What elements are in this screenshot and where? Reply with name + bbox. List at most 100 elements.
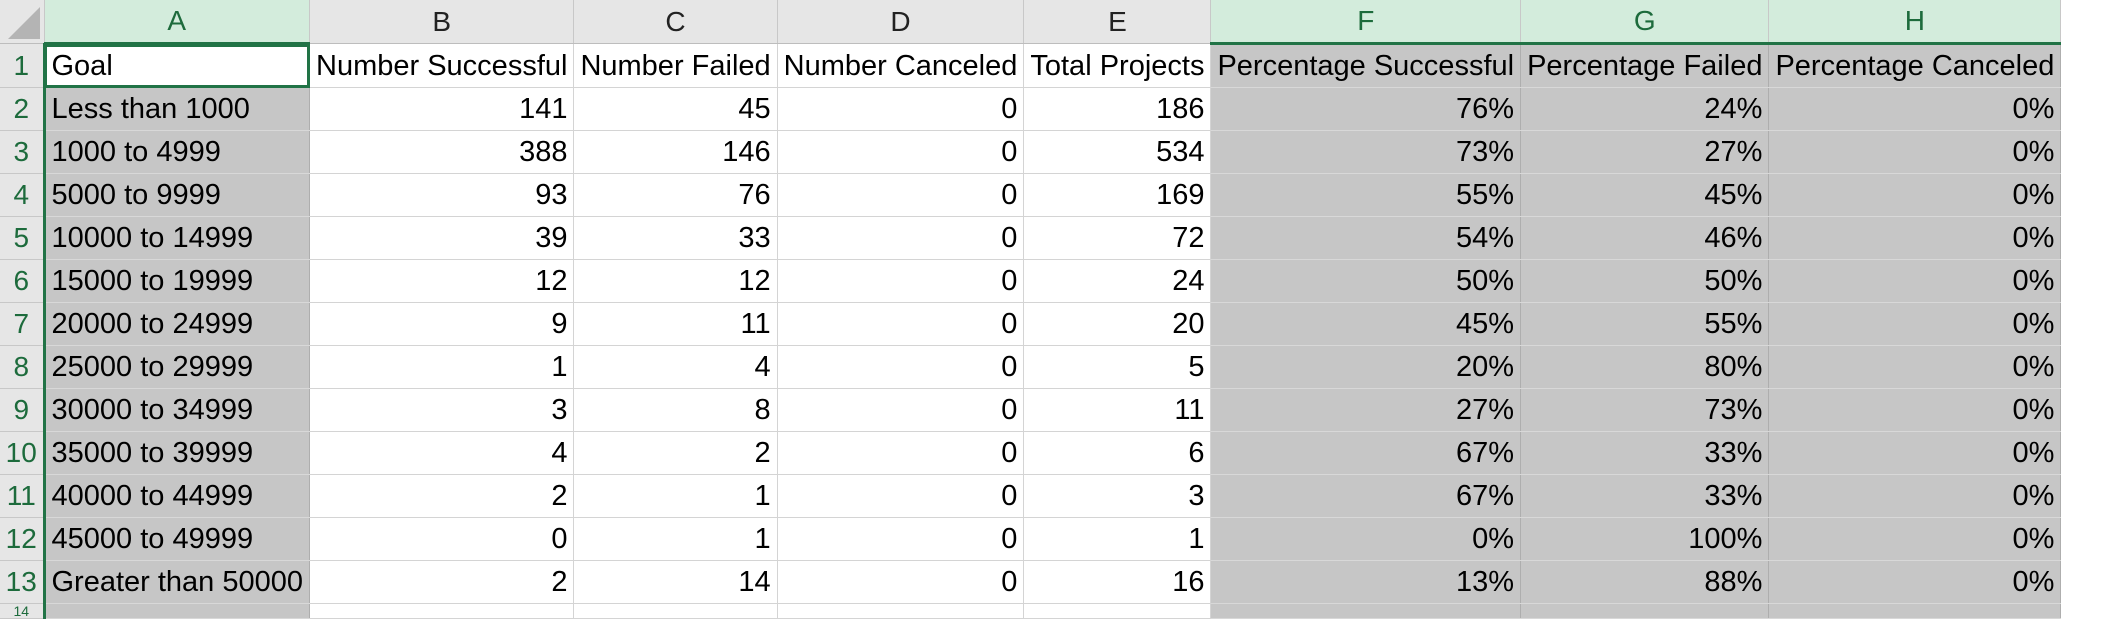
cell-goal[interactable]: Greater than 50000 [44, 560, 311, 604]
cell-number-successful[interactable]: 12 [309, 259, 575, 303]
cell-number-successful[interactable]: 9 [309, 302, 575, 346]
cell-goal[interactable]: Less than 1000 [44, 87, 311, 131]
row-header[interactable]: 12 [0, 517, 46, 561]
empty-cell[interactable] [1768, 603, 2062, 619]
cell-number-canceled[interactable]: 0 [777, 517, 1025, 561]
cell-total-projects[interactable]: 169 [1023, 173, 1212, 217]
row-header[interactable]: 14 [0, 603, 46, 619]
cell-percentage-failed[interactable]: 100% [1520, 517, 1770, 561]
cell-number-canceled-header[interactable]: Number Canceled [777, 43, 1025, 88]
cell-percentage-successful[interactable]: 45% [1210, 302, 1522, 346]
cell-percentage-failed[interactable]: 55% [1520, 302, 1770, 346]
cell-number-successful[interactable]: 3 [309, 388, 575, 432]
cell-percentage-canceled[interactable]: 0% [1768, 87, 2062, 131]
cell-percentage-failed[interactable]: 80% [1520, 345, 1770, 389]
row-header[interactable]: 8 [0, 345, 46, 389]
cell-number-failed[interactable]: 11 [573, 302, 778, 346]
empty-cell[interactable] [1520, 603, 1770, 619]
cell-goal-header[interactable]: Goal [44, 43, 311, 88]
cell-total-projects[interactable]: 186 [1023, 87, 1212, 131]
cell-percentage-canceled[interactable]: 0% [1768, 216, 2062, 260]
cell-percentage-failed[interactable]: 46% [1520, 216, 1770, 260]
cell-percentage-successful[interactable]: 67% [1210, 474, 1522, 518]
cell-total-projects[interactable]: 534 [1023, 130, 1212, 174]
empty-cell[interactable] [1210, 603, 1522, 619]
cell-total-projects-header[interactable]: Total Projects [1023, 43, 1212, 88]
row-header[interactable]: 2 [0, 87, 46, 131]
cell-percentage-successful[interactable]: 13% [1210, 560, 1522, 604]
cell-percentage-canceled[interactable]: 0% [1768, 560, 2062, 604]
column-header-d[interactable]: D [777, 0, 1025, 44]
cell-percentage-successful-header[interactable]: Percentage Successful [1210, 43, 1522, 88]
row-header[interactable]: 13 [0, 560, 46, 604]
cell-goal[interactable]: 5000 to 9999 [44, 173, 311, 217]
cell-percentage-failed-header[interactable]: Percentage Failed [1520, 43, 1770, 88]
cell-number-successful[interactable]: 1 [309, 345, 575, 389]
cell-percentage-failed[interactable]: 24% [1520, 87, 1770, 131]
cell-goal[interactable]: 20000 to 24999 [44, 302, 311, 346]
cell-number-successful[interactable]: 0 [309, 517, 575, 561]
cell-percentage-failed[interactable]: 45% [1520, 173, 1770, 217]
empty-cell[interactable] [309, 603, 575, 619]
row-header[interactable]: 3 [0, 130, 46, 174]
cell-number-failed[interactable]: 146 [573, 130, 778, 174]
cell-percentage-canceled[interactable]: 0% [1768, 302, 2062, 346]
cell-number-canceled[interactable]: 0 [777, 345, 1025, 389]
row-header[interactable]: 11 [0, 474, 46, 518]
cell-percentage-successful[interactable]: 27% [1210, 388, 1522, 432]
cell-number-canceled[interactable]: 0 [777, 216, 1025, 260]
cell-goal[interactable]: 25000 to 29999 [44, 345, 311, 389]
cell-number-failed-header[interactable]: Number Failed [573, 43, 778, 88]
column-header-c[interactable]: C [573, 0, 778, 44]
cell-percentage-failed[interactable]: 50% [1520, 259, 1770, 303]
cell-number-canceled[interactable]: 0 [777, 302, 1025, 346]
empty-cell[interactable] [777, 603, 1025, 619]
column-header-f[interactable]: F [1210, 0, 1522, 45]
cell-total-projects[interactable]: 1 [1023, 517, 1212, 561]
cell-number-failed[interactable]: 2 [573, 431, 778, 475]
row-header[interactable]: 7 [0, 302, 46, 346]
cell-number-canceled[interactable]: 0 [777, 259, 1025, 303]
cell-number-canceled[interactable]: 0 [777, 431, 1025, 475]
cell-percentage-failed[interactable]: 73% [1520, 388, 1770, 432]
select-all-button[interactable] [0, 0, 45, 44]
cell-goal[interactable]: 35000 to 39999 [44, 431, 311, 475]
row-header[interactable]: 9 [0, 388, 46, 432]
column-header-a[interactable]: A [44, 0, 311, 45]
cell-total-projects[interactable]: 5 [1023, 345, 1212, 389]
cell-percentage-successful[interactable]: 20% [1210, 345, 1522, 389]
cell-goal[interactable]: 40000 to 44999 [44, 474, 311, 518]
cell-percentage-canceled-header[interactable]: Percentage Canceled [1768, 43, 2062, 88]
row-header[interactable]: 10 [0, 431, 46, 475]
cell-number-failed[interactable]: 12 [573, 259, 778, 303]
cell-number-failed[interactable]: 33 [573, 216, 778, 260]
cell-total-projects[interactable]: 6 [1023, 431, 1212, 475]
cell-percentage-failed[interactable]: 33% [1520, 474, 1770, 518]
cell-percentage-canceled[interactable]: 0% [1768, 259, 2062, 303]
cell-percentage-canceled[interactable]: 0% [1768, 130, 2062, 174]
column-header-g[interactable]: G [1520, 0, 1770, 45]
empty-cell[interactable] [44, 603, 311, 619]
cell-number-failed[interactable]: 1 [573, 517, 778, 561]
cell-total-projects[interactable]: 16 [1023, 560, 1212, 604]
cell-percentage-canceled[interactable]: 0% [1768, 388, 2062, 432]
cell-percentage-successful[interactable]: 73% [1210, 130, 1522, 174]
cell-total-projects[interactable]: 24 [1023, 259, 1212, 303]
cell-total-projects[interactable]: 3 [1023, 474, 1212, 518]
cell-number-canceled[interactable]: 0 [777, 388, 1025, 432]
cell-percentage-canceled[interactable]: 0% [1768, 517, 2062, 561]
empty-cell[interactable] [1023, 603, 1212, 619]
row-header[interactable]: 6 [0, 259, 46, 303]
cell-number-successful[interactable]: 141 [309, 87, 575, 131]
cell-goal[interactable]: 1000 to 4999 [44, 130, 311, 174]
cell-number-canceled[interactable]: 0 [777, 474, 1025, 518]
cell-number-failed[interactable]: 8 [573, 388, 778, 432]
cell-percentage-failed[interactable]: 33% [1520, 431, 1770, 475]
cell-percentage-successful[interactable]: 55% [1210, 173, 1522, 217]
cell-total-projects[interactable]: 20 [1023, 302, 1212, 346]
cell-goal[interactable]: 15000 to 19999 [44, 259, 311, 303]
row-header[interactable]: 1 [0, 43, 46, 88]
cell-goal[interactable]: 10000 to 14999 [44, 216, 311, 260]
cell-number-failed[interactable]: 14 [573, 560, 778, 604]
cell-percentage-successful[interactable]: 50% [1210, 259, 1522, 303]
